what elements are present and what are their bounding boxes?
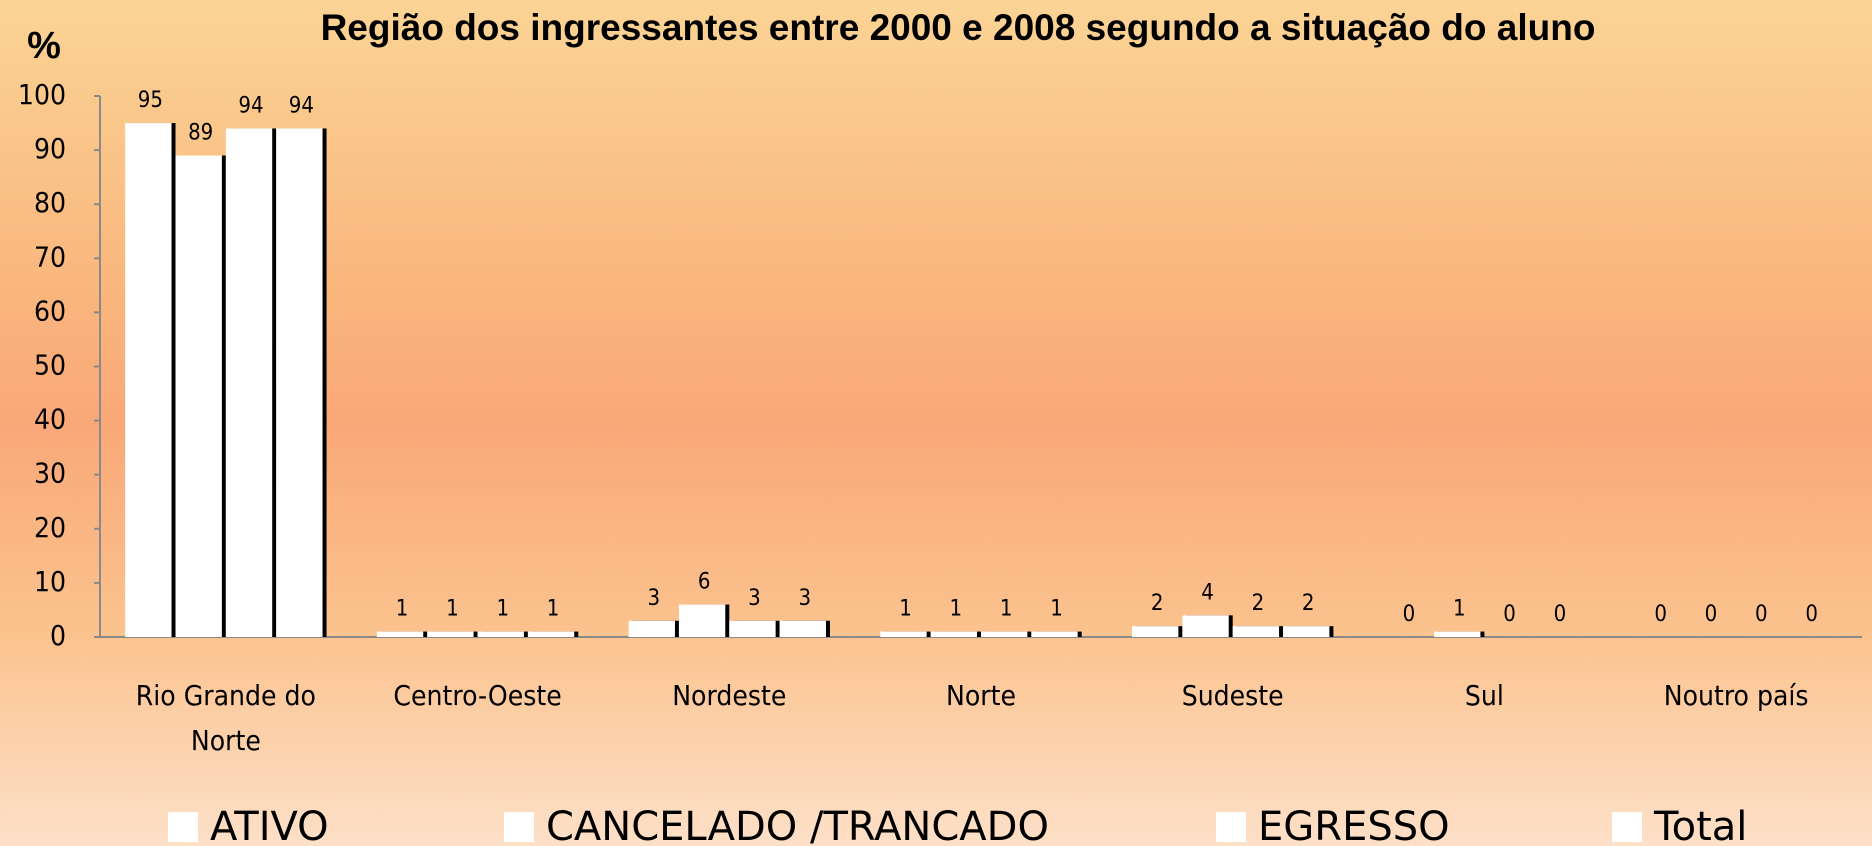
chart-title: Região dos ingressantes entre 2000 e 200… xyxy=(321,7,1596,48)
bar xyxy=(1283,626,1330,637)
bar xyxy=(125,123,172,638)
data-label: 1 xyxy=(950,597,963,622)
legend-label: CANCELADO /TRANCADO xyxy=(546,804,1049,846)
data-label: 3 xyxy=(647,586,660,611)
data-label: 1 xyxy=(899,597,912,622)
data-label: 0 xyxy=(1503,602,1516,627)
legend-swatch xyxy=(1612,812,1642,842)
bar xyxy=(276,128,323,637)
bar xyxy=(1132,626,1179,637)
y-tick-label: 100 xyxy=(18,78,66,111)
data-label: 2 xyxy=(1151,591,1164,616)
data-label: 0 xyxy=(1755,602,1768,627)
legend-swatch xyxy=(168,812,198,842)
data-label: 4 xyxy=(1201,580,1214,605)
bar xyxy=(225,128,273,637)
data-label: 94 xyxy=(289,93,314,118)
y-tick-label: 20 xyxy=(34,511,66,544)
data-label: 1 xyxy=(496,597,509,622)
y-tick-label: 10 xyxy=(34,565,66,598)
x-tick-label: Centro-Oeste xyxy=(393,679,562,712)
legend-item: CANCELADO /TRANCADO xyxy=(504,804,1049,846)
data-label: 3 xyxy=(799,586,812,611)
data-label: 1 xyxy=(1050,597,1063,622)
y-axis-label: % xyxy=(27,25,61,67)
bar xyxy=(678,604,726,637)
legend-swatch xyxy=(504,812,534,842)
legend-item: EGRESSO xyxy=(1216,804,1450,846)
legend-swatch xyxy=(1216,812,1246,842)
y-tick-label: 60 xyxy=(34,294,66,327)
data-label: 0 xyxy=(1805,602,1818,627)
bar xyxy=(779,620,826,637)
data-label: 89 xyxy=(188,121,213,146)
bar xyxy=(376,631,424,637)
data-label: 0 xyxy=(1403,602,1416,627)
data-label: 0 xyxy=(1654,602,1667,627)
x-tick-label: Norte xyxy=(946,679,1016,712)
y-tick-label: 30 xyxy=(34,457,66,490)
x-tick-label: Noutro país xyxy=(1663,679,1809,712)
bar xyxy=(527,631,575,637)
legend-item: Total xyxy=(1612,804,1747,846)
data-label: 0 xyxy=(1554,602,1567,627)
bar xyxy=(1031,631,1078,637)
bar xyxy=(628,620,675,637)
y-tick-label: 90 xyxy=(34,132,66,165)
data-label: 1 xyxy=(1453,597,1466,622)
legend-label: ATIVO xyxy=(210,804,329,846)
bar xyxy=(1232,626,1280,637)
data-label: 1 xyxy=(1000,597,1013,622)
bar xyxy=(1434,631,1481,637)
x-tick-label: Rio Grande do Norte xyxy=(135,679,316,757)
y-tick-label: 70 xyxy=(34,240,66,273)
data-label: 1 xyxy=(547,597,560,622)
bar xyxy=(1182,615,1229,637)
y-tick-label: 50 xyxy=(34,349,66,382)
data-label: 94 xyxy=(238,93,263,118)
data-label: 2 xyxy=(1302,591,1315,616)
data-label: 1 xyxy=(446,597,459,622)
bar xyxy=(427,631,474,637)
legend-item: ATIVO xyxy=(168,804,329,846)
data-label: 95 xyxy=(138,88,163,113)
x-tick-label: Nordeste xyxy=(672,679,787,712)
bar xyxy=(175,155,222,637)
bar xyxy=(880,631,927,637)
y-tick-label: 0 xyxy=(50,619,66,652)
y-tick-label: 80 xyxy=(34,186,66,219)
x-tick-label: Sul xyxy=(1464,679,1504,712)
y-tick-label: 40 xyxy=(34,403,66,436)
data-label: 6 xyxy=(698,570,711,595)
bar xyxy=(477,631,524,637)
data-label: 3 xyxy=(748,586,761,611)
bar xyxy=(930,631,977,637)
data-label: 1 xyxy=(396,597,409,622)
bar xyxy=(729,620,776,637)
bar xyxy=(981,631,1028,637)
data-label: 0 xyxy=(1705,602,1718,627)
legend-label: Total xyxy=(1654,804,1748,846)
legend-label: EGRESSO xyxy=(1258,804,1450,846)
x-tick-label: Sudeste xyxy=(1181,679,1284,712)
data-label: 2 xyxy=(1252,591,1265,616)
